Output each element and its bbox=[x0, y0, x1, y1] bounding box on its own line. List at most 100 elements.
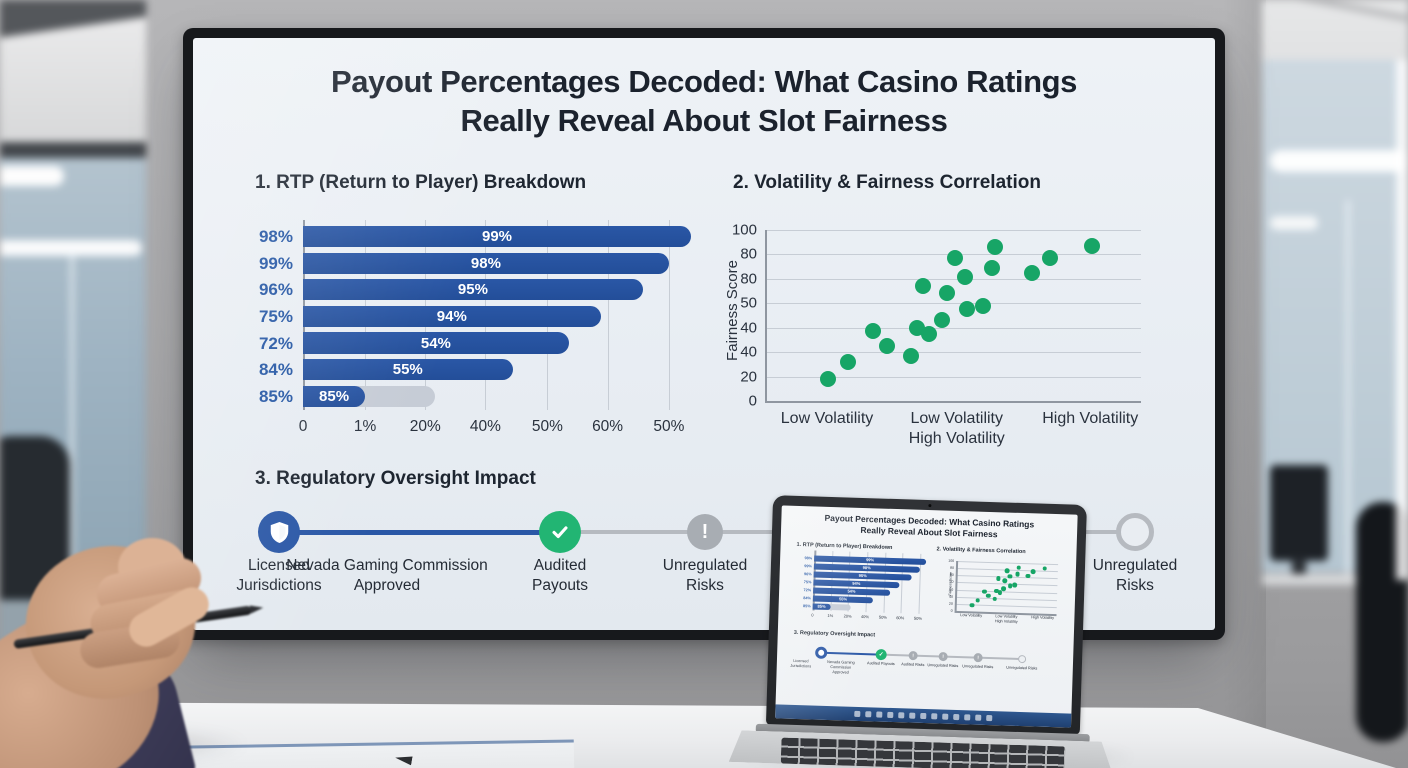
wall-mounted-tv: Payout Percentages Decoded: What Casino … bbox=[183, 28, 1225, 640]
ceiling-light bbox=[0, 166, 64, 186]
bar: 98% bbox=[303, 252, 669, 274]
scatter-point bbox=[921, 325, 938, 342]
bar-x-tick-label: 50% bbox=[653, 418, 685, 435]
scatter-point bbox=[987, 238, 1004, 255]
glass-wall-frame bbox=[0, 142, 146, 158]
bar: 95% bbox=[303, 279, 643, 301]
bar-x-tick-label: 1% bbox=[353, 418, 377, 435]
bar-row-label: 99% bbox=[258, 253, 293, 273]
bar-row-label: 85% bbox=[258, 386, 293, 406]
section-heading-volatility: 2. Volatility & Fairness Correlation bbox=[733, 172, 1041, 193]
timeline-label-unregulated-risks: Unregulated Risks bbox=[662, 557, 748, 594]
bar-chart-gridline bbox=[607, 220, 609, 410]
slide-title: Payout Percentages Decoded: What Casino … bbox=[193, 62, 1215, 140]
timeline-label-audited-payouts: Audited Payouts bbox=[531, 557, 588, 594]
bar-row-label: 96% bbox=[258, 280, 293, 300]
scatter-y-tick-label: 40 bbox=[740, 319, 757, 337]
bar-x-tick-label: 40% bbox=[469, 418, 501, 435]
scatter-point bbox=[840, 354, 857, 370]
bar-row: 84% 55% bbox=[259, 357, 691, 384]
bar: 54% bbox=[303, 332, 569, 354]
scatter-y-tick-label: 80 bbox=[740, 270, 757, 288]
ceiling-light bbox=[0, 240, 142, 256]
bar-row: 96% 95% bbox=[259, 277, 691, 304]
scatter-y-axis bbox=[765, 230, 767, 401]
bar-value-label: 54% bbox=[420, 334, 451, 352]
scatter-point bbox=[958, 301, 975, 317]
bar-x-tick-label: 0 bbox=[298, 418, 308, 435]
bar-value-label: 98% bbox=[470, 254, 501, 272]
bar-value-label: 94% bbox=[436, 307, 467, 325]
scatter-x-tick-label: Low Volatility High Volatility bbox=[887, 409, 1027, 449]
wall-shading bbox=[1222, 0, 1266, 768]
scatter-point bbox=[865, 323, 882, 340]
bar-row: 75% 94% bbox=[259, 304, 691, 331]
monitor-silhouette bbox=[1270, 465, 1328, 561]
scatter-x-tick-label: High Volatility bbox=[1042, 410, 1139, 427]
timeline-label-unregulated-risks-2: Unregulated Risks bbox=[1092, 557, 1178, 594]
scatter-gridline bbox=[765, 230, 1141, 231]
bar: 99% bbox=[303, 226, 691, 248]
shield-glyph bbox=[270, 521, 288, 543]
glass-divider bbox=[1346, 200, 1350, 580]
scatter-y-tick-label: 100 bbox=[731, 221, 757, 239]
scatter-point bbox=[914, 277, 931, 294]
bar-x-tick-label: 60% bbox=[592, 418, 624, 435]
scatter-gridline bbox=[765, 278, 1141, 280]
scatter-point bbox=[946, 250, 963, 267]
rtp-bar-chart: 98% 99% 99% 98% 96% 95% 75% 94% 72% 54% 84% 55% 85% 8… bbox=[259, 220, 691, 435]
scatter-point bbox=[957, 269, 974, 286]
timeline-line-blue bbox=[279, 530, 560, 535]
check-icon bbox=[539, 511, 581, 553]
bar-row-label: 75% bbox=[258, 306, 293, 326]
bar-value-label: 99% bbox=[481, 228, 513, 246]
timeline-label-nevada-gaming: Nevada Gaming Commission Approved bbox=[286, 557, 488, 594]
bar-row-label: 84% bbox=[258, 360, 293, 380]
section-heading-rtp: 1. RTP (Return to Player) Breakdown bbox=[255, 172, 587, 193]
scatter-point bbox=[820, 370, 837, 387]
bar: 94% bbox=[303, 305, 601, 328]
scatter-point bbox=[1041, 250, 1058, 267]
bar-row-label: 98% bbox=[258, 227, 293, 247]
scatter-point bbox=[909, 319, 926, 336]
scatter-y-tick-label: 40 bbox=[740, 343, 757, 361]
section-heading-regulatory: 3. Regulatory Oversight Impact bbox=[255, 468, 536, 489]
bar-row-label: 72% bbox=[258, 333, 293, 353]
bar-value-label: 55% bbox=[392, 361, 423, 379]
check-glyph bbox=[552, 526, 568, 539]
scatter-point bbox=[975, 297, 992, 314]
scatter-point bbox=[879, 337, 896, 354]
bar-row: 85% 85% bbox=[259, 383, 691, 410]
timeline-label-licensed-jurisdictions: Licensed Jurisdictions bbox=[236, 557, 322, 594]
scatter-gridline bbox=[765, 303, 1141, 305]
bar-x-tick-label: 20% bbox=[409, 418, 441, 435]
scatter-y-tick-label: 20 bbox=[740, 368, 757, 386]
scatter-point bbox=[984, 259, 1001, 276]
scatter-point bbox=[934, 311, 951, 328]
bar-x-tick-label: 50% bbox=[531, 418, 563, 435]
bar-row: 99% 98% bbox=[259, 251, 691, 278]
circle-icon bbox=[1116, 513, 1154, 551]
bar-value-label: 95% bbox=[457, 281, 488, 299]
bar-chart-gridline bbox=[668, 220, 670, 410]
scatter-gridline bbox=[765, 376, 1141, 378]
exclamation-icon: ! bbox=[687, 514, 723, 550]
scatter-y-tick-label: 50 bbox=[740, 294, 757, 312]
ceiling-light bbox=[1270, 216, 1318, 230]
monitor-stand bbox=[1292, 558, 1306, 578]
scatter-y-tick-label: 0 bbox=[748, 392, 757, 410]
fairness-scatter-plot: Fairness Score 100 80 80 50 40 40 20 0 Low Volat… bbox=[724, 222, 1141, 447]
scatter-point bbox=[903, 348, 920, 365]
slide-title-line2: Really Reveal About Slot Fairness bbox=[460, 103, 948, 138]
scatter-gridline bbox=[765, 401, 1141, 403]
blurred-office-background-right bbox=[1262, 0, 1408, 768]
bar: 85% bbox=[303, 385, 366, 407]
scatter-point bbox=[1023, 264, 1040, 281]
ceiling-light bbox=[1270, 150, 1408, 172]
scatter-gridline bbox=[765, 327, 1141, 329]
scatter-point bbox=[939, 284, 956, 301]
slide-title-line1: Payout Percentages Decoded: What Casino … bbox=[330, 64, 1078, 99]
scatter-point bbox=[1083, 238, 1100, 255]
scatter-x-tick-label-line2: High Volatility bbox=[908, 430, 1005, 447]
presentation-slide: Payout Percentages Decoded: What Casino … bbox=[193, 38, 1215, 630]
